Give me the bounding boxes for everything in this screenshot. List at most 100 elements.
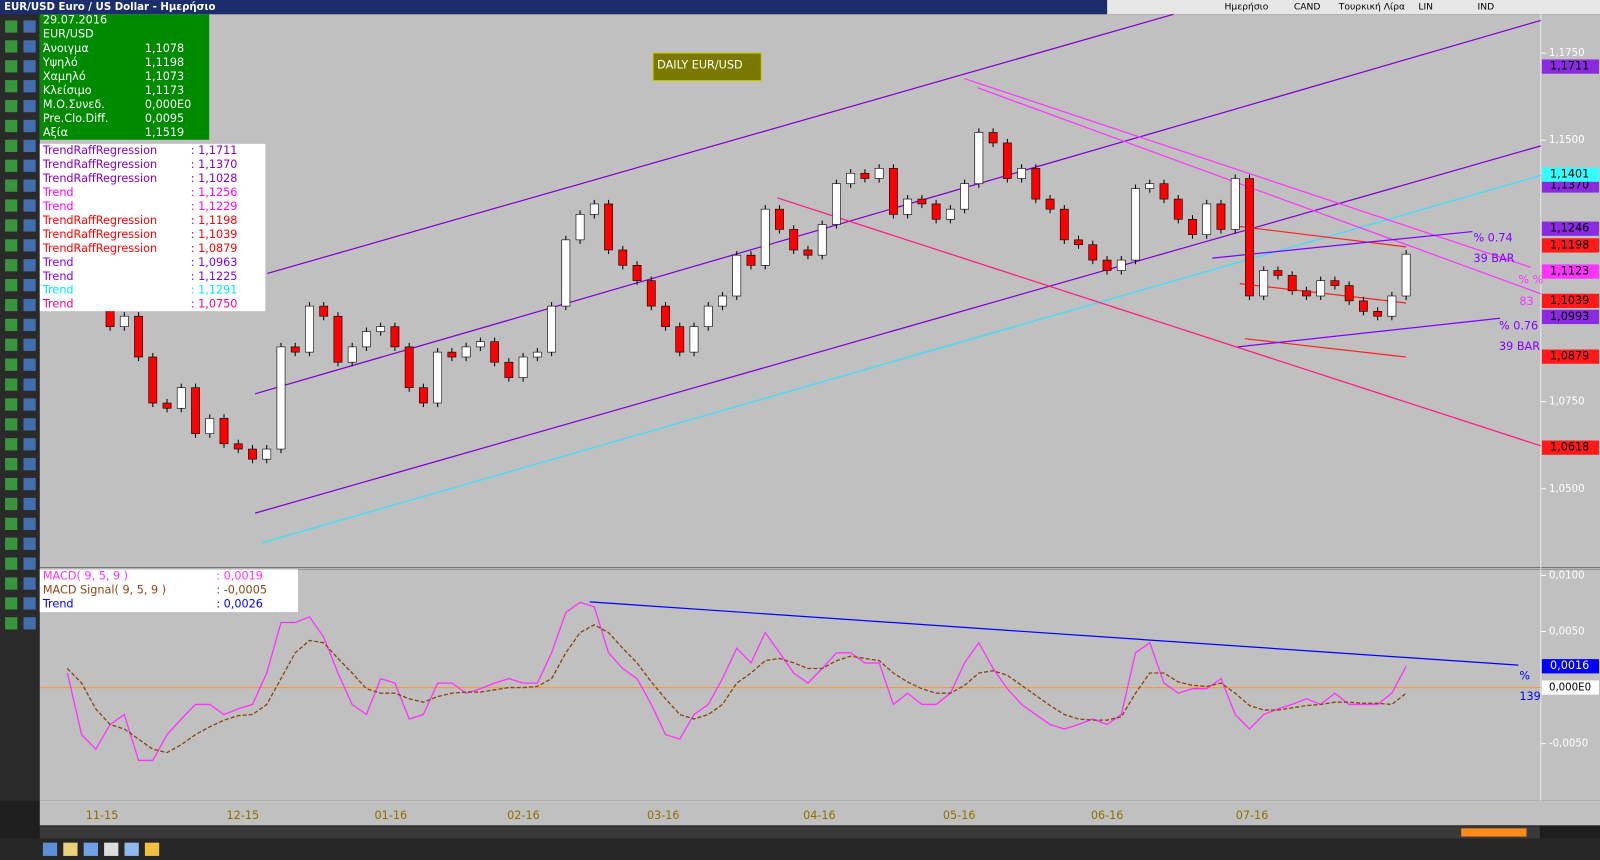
menu-item[interactable]: CAND <box>1294 2 1321 13</box>
tool-icon[interactable] <box>23 179 36 192</box>
candle <box>803 249 813 256</box>
y-tick-label: 0,0100 <box>1549 570 1585 581</box>
scroll-thumb[interactable] <box>1461 828 1527 837</box>
tool-icon[interactable] <box>5 318 18 332</box>
tool-icon[interactable] <box>23 40 36 53</box>
tool-icon[interactable] <box>23 597 36 610</box>
candle <box>547 305 556 353</box>
tool-icon[interactable] <box>5 239 18 252</box>
tool-icon[interactable] <box>5 537 18 550</box>
tool-icon[interactable] <box>5 40 18 53</box>
tool-icon[interactable] <box>23 577 36 590</box>
tool-icon[interactable] <box>23 477 36 491</box>
tool-icon[interactable] <box>5 119 18 133</box>
tool-icon[interactable] <box>23 199 36 212</box>
tool-icon[interactable] <box>5 179 18 192</box>
tool-icon[interactable] <box>104 842 119 856</box>
tool-icon[interactable] <box>23 338 36 351</box>
tool-icon[interactable] <box>23 617 36 630</box>
candle <box>290 346 300 353</box>
candle <box>419 387 428 404</box>
candle <box>475 341 485 348</box>
marks: 1,17501,15001,07501,05001,17111,13701,14… <box>39 48 1599 762</box>
menu-item[interactable]: IND <box>1478 2 1495 13</box>
tool-icon[interactable] <box>23 298 36 312</box>
level-box <box>1541 440 1599 455</box>
tool-icon[interactable] <box>23 398 36 411</box>
scrollbar[interactable] <box>39 826 1540 839</box>
tool-icon[interactable] <box>23 358 36 371</box>
tool-icon[interactable] <box>5 199 18 212</box>
menu-item[interactable]: Ημερήσιο <box>1224 2 1268 13</box>
tool-icon[interactable] <box>5 338 18 351</box>
tool-icon[interactable] <box>23 99 36 113</box>
tool-icon[interactable] <box>23 537 36 550</box>
tool-icon[interactable] <box>5 139 18 153</box>
tool-icon[interactable] <box>5 418 18 431</box>
tool-icon[interactable] <box>23 557 36 570</box>
tool-icon[interactable] <box>5 259 18 272</box>
info-date: 29.07.2016 <box>43 13 107 26</box>
tool-icon[interactable] <box>63 842 78 856</box>
tool-icon[interactable] <box>144 842 160 856</box>
trend-note: 39 BAR <box>1499 340 1540 353</box>
tool-icon[interactable] <box>23 159 36 172</box>
trend-note: % 0.76 <box>1499 319 1538 332</box>
tool-icon[interactable] <box>23 219 36 232</box>
tool-icon[interactable] <box>5 298 18 312</box>
tool-icon[interactable] <box>5 458 18 471</box>
tool-icon[interactable] <box>23 418 36 431</box>
legend-name: Trend <box>42 186 74 199</box>
trend-line <box>1212 230 1473 259</box>
tool-icon[interactable] <box>5 557 18 570</box>
tool-icon[interactable] <box>23 119 36 133</box>
tool-icon[interactable] <box>5 497 18 511</box>
date-label: 01-16 <box>375 809 408 822</box>
candle <box>1173 198 1183 220</box>
tool-icon[interactable] <box>23 458 36 471</box>
tool-icon[interactable] <box>23 60 36 73</box>
legend-name: TrendRaffRegression <box>42 172 157 185</box>
macd-legend-rows: MACD( 9, 5, 9 ): 0,0019 MACD Signal( 9, 5… <box>42 569 267 610</box>
tool-icon[interactable] <box>83 842 98 856</box>
menu-item[interactable]: Τουρκική Λίρα <box>1338 2 1405 13</box>
tool-icon[interactable] <box>5 438 18 451</box>
tool-icon[interactable] <box>23 259 36 272</box>
tool-icon[interactable] <box>5 219 18 232</box>
tool-icon[interactable] <box>124 842 139 856</box>
candle <box>1202 203 1212 235</box>
tool-icon[interactable] <box>23 80 36 93</box>
tool-icon[interactable] <box>23 139 36 153</box>
tool-icon[interactable] <box>5 577 18 590</box>
tool-icon[interactable] <box>23 497 36 511</box>
tool-icon[interactable] <box>5 597 18 610</box>
legend-rows: TrendRaffRegression: 1,1711 TrendRaffRegr… <box>42 144 238 311</box>
tool-icon[interactable] <box>5 358 18 371</box>
tool-icon[interactable] <box>5 60 18 73</box>
tool-icon[interactable] <box>5 398 18 411</box>
tool-icon[interactable] <box>5 279 18 292</box>
tool-icon[interactable] <box>5 617 18 630</box>
tool-icon[interactable] <box>23 318 36 332</box>
regression-line <box>1244 338 1407 358</box>
menu-item[interactable]: LIN <box>1418 2 1433 13</box>
tool-icon[interactable] <box>23 20 36 33</box>
candle <box>333 315 343 363</box>
tool-icon[interactable] <box>5 159 18 172</box>
tool-icon[interactable] <box>42 842 58 856</box>
tool-icon[interactable] <box>5 378 18 391</box>
tool-icon[interactable] <box>23 438 36 451</box>
tool-icon[interactable] <box>23 279 36 292</box>
candle <box>205 418 215 435</box>
tool-icon[interactable] <box>5 99 18 113</box>
level-label: 1,0618 <box>1550 441 1589 454</box>
tool-icon[interactable] <box>23 239 36 252</box>
tool-icon[interactable] <box>5 517 18 530</box>
tool-icon[interactable] <box>5 80 18 93</box>
candle <box>248 448 257 460</box>
tool-icon[interactable] <box>23 517 36 530</box>
tool-icon[interactable] <box>5 20 18 33</box>
info-label: Pre.Clo.Diff. <box>43 112 109 125</box>
tool-icon[interactable] <box>23 378 36 391</box>
tool-icon[interactable] <box>5 477 18 491</box>
